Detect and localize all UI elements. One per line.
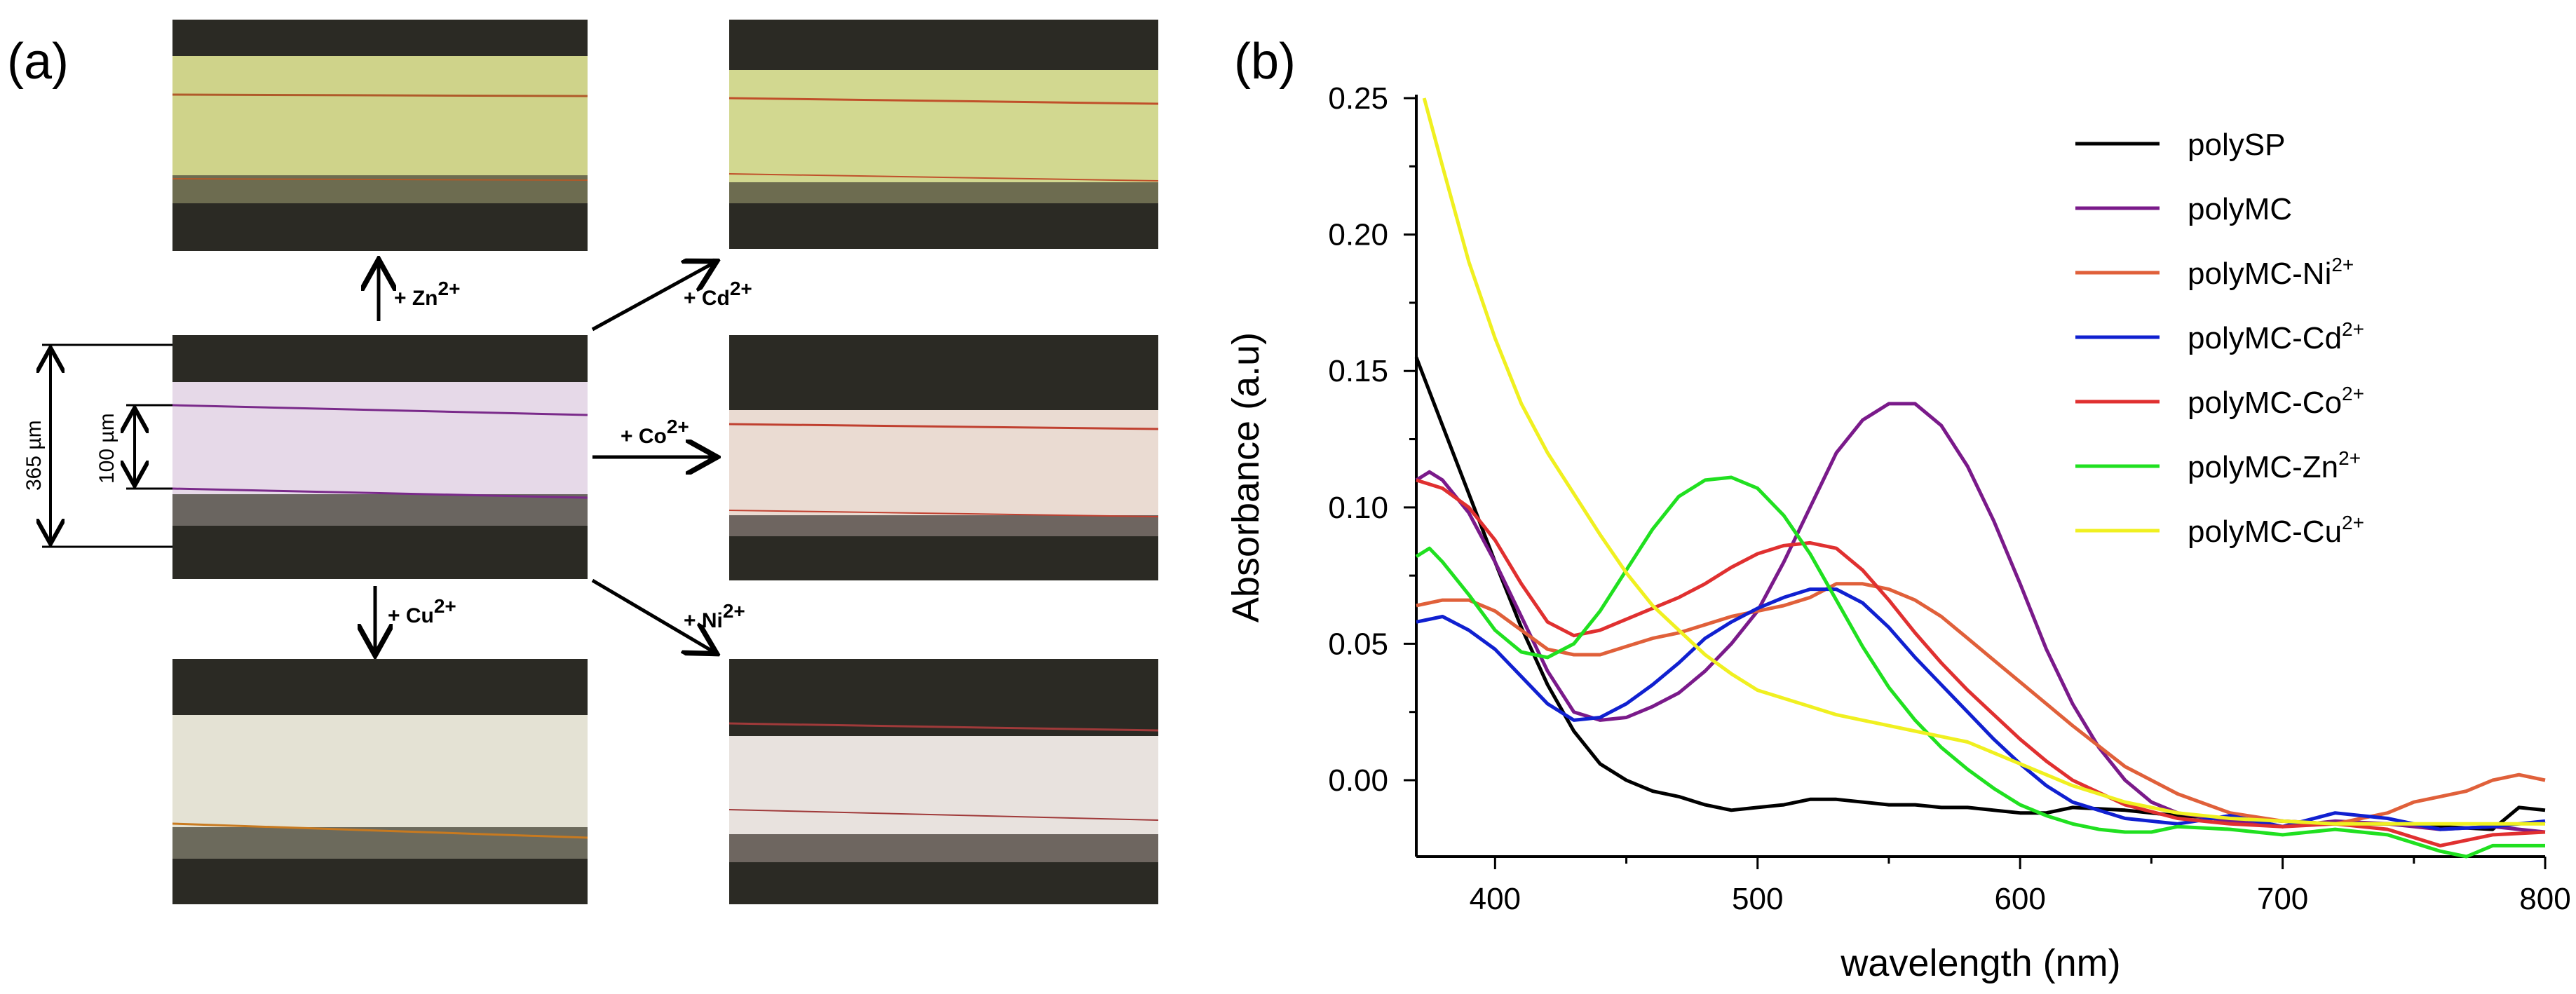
- absorbance-chart: 0.00 0.05 0.10 0.15 0.20 0.25 400 500 600 700 800 w…: [1225, 81, 2571, 984]
- panel-b: (b) 0.00 0.05 0.10 0.15 0.20 0.25 400 500 600 700…: [1225, 34, 2571, 984]
- y-tick-label: 0.15: [1328, 354, 1388, 388]
- legend-label-polymc-co: polyMC-Co2+: [2188, 383, 2364, 420]
- legend-label-polysp: polySP: [2188, 128, 2285, 162]
- dimension-inner: 100 µm: [95, 404, 172, 490]
- y-tick-label: 0.10: [1328, 491, 1388, 525]
- arrow-cd-label: + Cd2+: [684, 278, 752, 310]
- series-line-polymc-zn: [1415, 475, 2545, 859]
- arrow-cd: + Cd2+: [591, 263, 752, 332]
- legend-label-polymc-cd: polyMC-Cd2+: [2188, 318, 2364, 355]
- legend-label-polymc-ni: polyMC-Ni2+: [2188, 254, 2354, 291]
- arrow-cu-label: + Cu2+: [388, 595, 456, 627]
- series-line-polymc-cd: [1416, 587, 2546, 831]
- x-tick-label: 400: [1470, 882, 1521, 916]
- panel-a: (a): [7, 20, 1159, 904]
- micrograph-zn: [172, 20, 588, 251]
- dimension-outer-label: 365 µm: [22, 420, 46, 491]
- micrograph-ni: [728, 659, 1159, 904]
- series-line-polymc-co: [1416, 478, 2546, 847]
- y-tick-label: 0.00: [1328, 763, 1388, 798]
- y-axis-title: Absorbance (a.u): [1225, 332, 1267, 622]
- y-tick-label: 0.25: [1328, 81, 1388, 116]
- panel-a-label: (a): [7, 34, 69, 90]
- arrow-zn: + Zn2+: [379, 263, 460, 321]
- micrograph-co: [728, 335, 1159, 580]
- arrow-ni: + Ni2+: [591, 578, 745, 652]
- legend-label-polymc-cu: polyMC-Cu2+: [2188, 512, 2364, 549]
- series-line-polymc-cu: [1422, 97, 2545, 826]
- dimension-inner-label: 100 µm: [95, 413, 118, 484]
- arrow-co-label: + Co2+: [621, 416, 689, 448]
- micrograph-cu: [172, 659, 588, 904]
- x-tick-label: 500: [1732, 882, 1783, 916]
- arrow-cu: + Cu2+: [375, 586, 456, 652]
- series-line-polymc-ni: [1416, 582, 2546, 826]
- micrograph-cd: [728, 20, 1159, 249]
- x-tick-label: 800: [2519, 882, 2570, 916]
- arrow-zn-label: + Zn2+: [394, 278, 460, 310]
- y-tick-label: 0.20: [1328, 218, 1388, 252]
- arrow-ni-label: + Ni2+: [684, 600, 745, 632]
- series-line-polymc: [1415, 402, 2546, 834]
- legend-label-polymc-zn: polyMC-Zn2+: [2188, 447, 2361, 484]
- y-tick-label: 0.05: [1328, 627, 1388, 661]
- panel-b-label: (b): [1234, 34, 1296, 90]
- legend-label-polymc: polyMC: [2188, 192, 2292, 226]
- micrograph-center: [172, 335, 588, 579]
- series-line-polysp: [1414, 356, 2546, 831]
- arrow-co: + Co2+: [592, 416, 714, 457]
- dimension-outer: 365 µm: [22, 343, 172, 548]
- x-tick-label: 600: [1994, 882, 2045, 916]
- x-tick-label: 700: [2257, 882, 2308, 916]
- x-axis-title: wavelength (nm): [1840, 942, 2120, 984]
